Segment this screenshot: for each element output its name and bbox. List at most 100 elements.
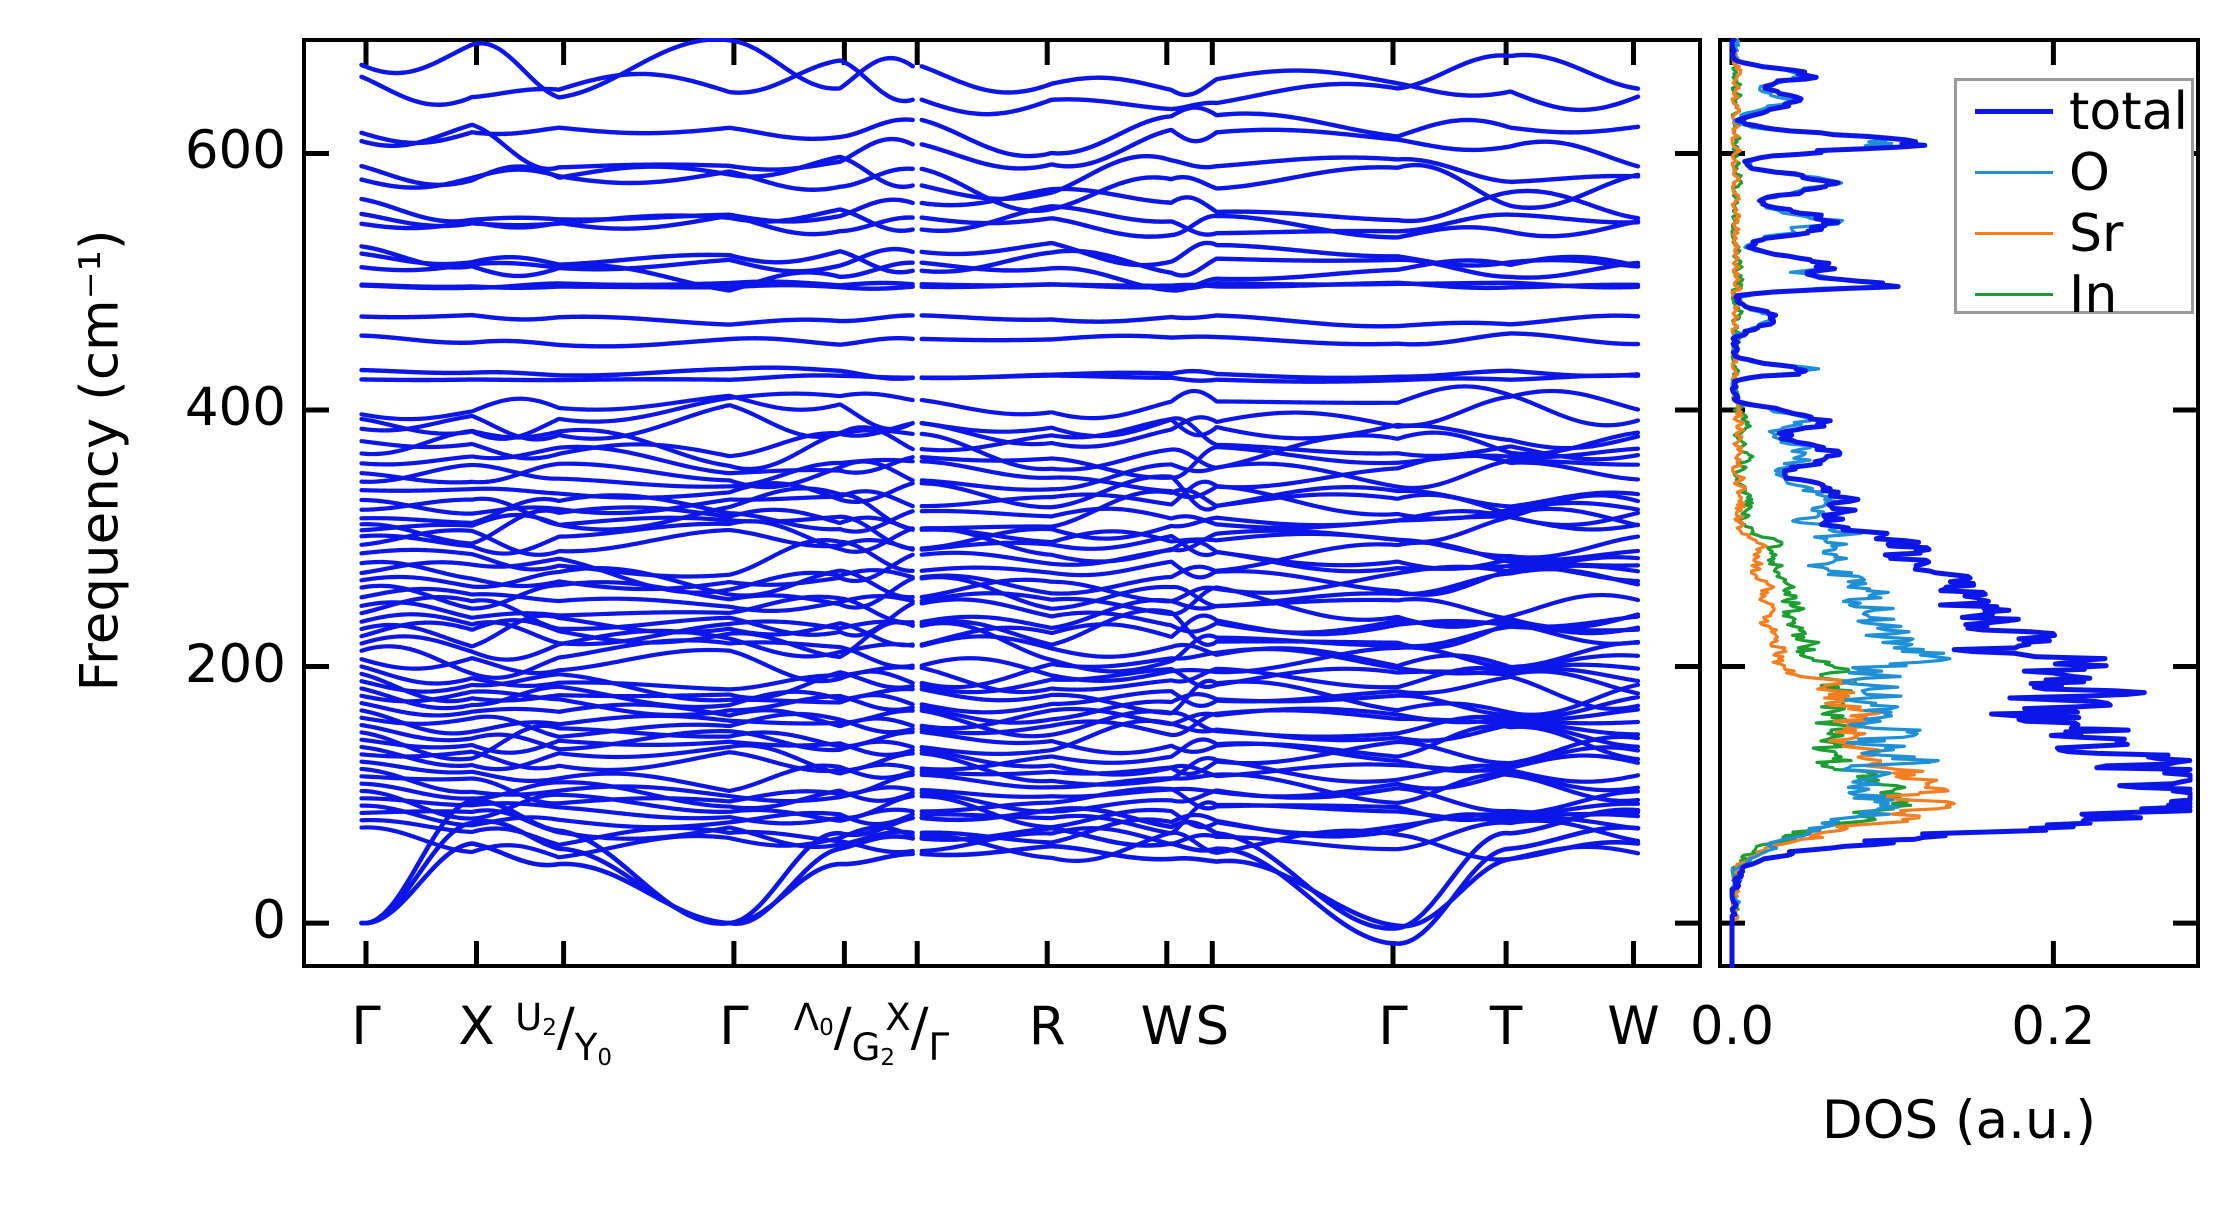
band-curve [919,445,1641,480]
y-tick-label: 600 [184,120,286,182]
band-curve [359,552,915,592]
band-curve [919,812,1641,845]
band-curve [359,457,915,489]
x-tick-label: R [1028,996,1066,1057]
band-curve [359,393,915,432]
band-curve [919,153,1641,202]
dos-plot [1718,38,2200,968]
band-curve [359,403,915,442]
band-curve [919,509,1641,551]
band-curve [359,803,915,830]
x-tick-label: X/Γ [885,996,950,1069]
band-curve [919,52,1641,117]
band-structure-panel [302,38,1702,968]
band-curve [359,759,915,793]
band-curve [359,58,915,107]
band-curve [919,384,1641,428]
band-curve [359,365,915,381]
band-curve [919,526,1641,564]
band-curve [359,249,915,275]
band-curve [359,670,915,704]
x-tick-label: X [458,996,495,1057]
band-curve [919,825,1641,946]
x-tick-label: W [1140,996,1193,1057]
band-curve [359,312,915,327]
band-curve [359,576,915,611]
band-curve [919,479,1641,521]
band-curve [919,487,1641,531]
dos-curve-Sr [1730,38,1956,968]
legend-swatch-line [1975,293,2053,296]
dos-legend: total O Sr In [1954,78,2194,321]
legend-item-total: total [1957,81,2191,142]
band-curve [919,692,1641,725]
band-curve [359,737,915,757]
band-curve [359,594,915,625]
band-curve [919,105,1641,159]
band-curve [919,678,1641,717]
band-curve [919,213,1641,240]
band-curve [359,566,915,600]
band-curve [919,240,1641,269]
band-curve [359,780,915,811]
y-tick-label: 200 [184,633,286,695]
band-curve [919,248,1641,280]
band-curve [359,444,915,476]
band-curve [919,806,1641,931]
dos-curve-total [1729,38,2193,968]
dos-x-tick-label: 0.2 [2011,996,2096,1057]
band-curve [359,373,915,383]
band-curve [359,818,915,927]
band-curve [919,674,1641,715]
dos-panel [1718,38,2200,968]
band-curve [919,254,1641,293]
band-curve [919,737,1641,774]
band-curve [919,718,1641,756]
x-tick-label: Γ [351,996,381,1057]
band-curve [919,585,1641,629]
band-curve [359,486,915,532]
band-curve [919,772,1641,805]
band-curve [359,333,915,349]
band-curve [359,798,915,926]
legend-label: Sr [2069,203,2124,264]
band-curve [359,260,915,293]
band-curve [359,493,915,534]
y-tick-label: 0 [252,890,286,952]
legend-label: In [2069,264,2118,325]
band-curve [919,458,1641,492]
band-curve [919,621,1641,674]
band-curve [359,638,915,680]
band-curve [919,751,1641,787]
band-curve [359,213,915,237]
legend-item-sr: Sr [1957,203,2191,264]
x-tick-label: S [1195,996,1230,1057]
band-curve [919,538,1641,584]
x-tick-label: U2/Y0 [515,996,613,1071]
x-tick-label: W [1607,996,1660,1057]
band-curve [359,282,915,291]
legend-swatch-line [1975,232,2053,235]
band-curve [919,186,1641,224]
band-curve [919,64,1641,113]
band-curve [919,373,1641,384]
legend-swatch-line [1975,109,2053,114]
band-curve [359,519,915,556]
x-tick-label: Γ [719,996,749,1057]
dos-axis-label: DOS (a.u.) [1821,1090,2097,1151]
band-curve [359,489,915,516]
band-curve [919,646,1641,690]
band-curve [359,166,915,192]
band-curve [359,711,915,739]
band-curve [359,425,915,461]
legend-item-o: O [1957,142,2191,203]
x-tick-label: T [1489,996,1523,1057]
legend-label: total [2069,81,2188,142]
band-curve [919,818,1641,854]
band-axis-frame [302,38,1702,968]
legend-label: O [2069,142,2110,203]
band-curve [919,800,1641,836]
band-curve [919,204,1641,237]
band-curve [359,117,915,146]
band-curve [919,280,1641,291]
